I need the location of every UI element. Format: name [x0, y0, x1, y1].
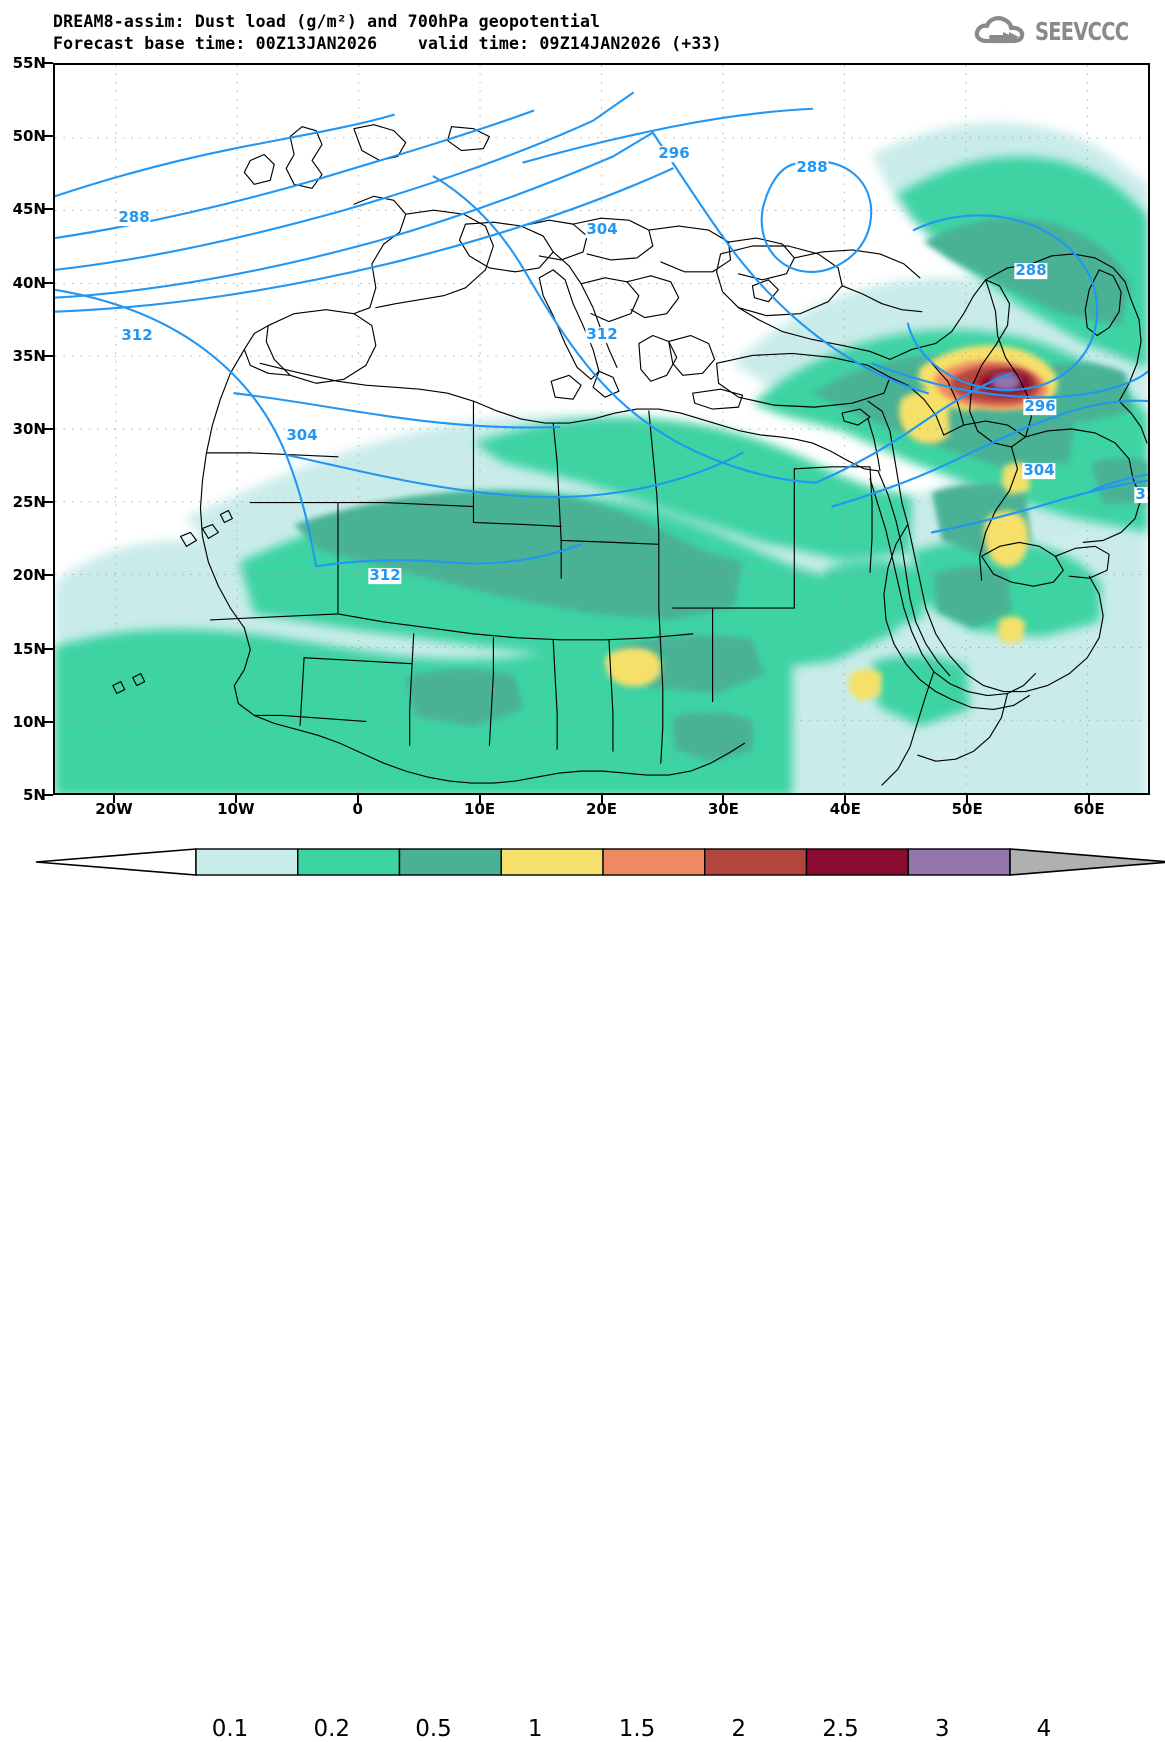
- contour-value-label: 304: [285, 426, 319, 445]
- x-axis-tick: [722, 795, 725, 803]
- colorbar-tick-label: 2: [731, 1716, 747, 1742]
- x-axis-label: 60E: [1073, 800, 1105, 818]
- y-axis-tick: [44, 62, 53, 64]
- chart-header: DREAM8-assim: Dust load (g/m²) and 700hP…: [0, 0, 1165, 60]
- y-axis-label: 25N: [12, 493, 46, 512]
- y-axis-label: 15N: [12, 639, 46, 658]
- y-axis-label: 10N: [12, 712, 46, 731]
- colorbar-swatches: [35, 848, 1165, 876]
- y-axis-label: 20N: [12, 566, 46, 585]
- colorbar[interactable]: 0.1 0.2 0.5 1 1.5 2 2.5 3 4: [0, 845, 1165, 1742]
- logo-text: SEEVCCC: [1035, 16, 1129, 46]
- colorbar-segment[interactable]: [297, 848, 401, 876]
- contour-value-label: 288: [117, 208, 151, 227]
- colorbar-tick-label: 3: [934, 1716, 950, 1742]
- x-axis-tick: [600, 795, 603, 803]
- cloud-icon: [975, 16, 1025, 44]
- geopotential-contours: [55, 91, 1148, 568]
- dust-load-map: [55, 65, 1148, 793]
- colorbar-segment[interactable]: [398, 848, 502, 876]
- colorbar-under-arrow: [35, 848, 197, 876]
- map-gridlines: [55, 65, 1148, 793]
- colorbar-segment[interactable]: [195, 848, 299, 876]
- colorbar-segment[interactable]: [907, 848, 1011, 876]
- contour-value-label: 304: [1022, 461, 1056, 480]
- y-axis-tick: [44, 794, 53, 796]
- colorbar-tick-label: 1: [527, 1716, 543, 1742]
- y-axis-tick: [44, 720, 53, 723]
- colorbar-tick-label: 0.5: [415, 1716, 452, 1742]
- colorbar-tick-label: 2.5: [822, 1716, 859, 1742]
- y-axis-tick: [44, 574, 53, 577]
- y-axis-label: 5N: [23, 786, 46, 804]
- x-axis-label: 40E: [829, 800, 861, 818]
- y-axis-tick: [44, 208, 53, 211]
- y-axis-tick: [44, 501, 53, 504]
- map-plot-area[interactable]: 288 296 288 304 312 312 288 296 304 312 304 312: [53, 63, 1150, 795]
- coastlines-and-borders: [112, 124, 1148, 786]
- x-axis-label: 0: [352, 800, 363, 818]
- x-axis-tick: [356, 795, 359, 803]
- x-axis-tick: [1088, 795, 1091, 803]
- x-axis-tick: [234, 795, 237, 803]
- x-axis-tick: [112, 795, 115, 803]
- x-axis-label: 10E: [464, 800, 496, 818]
- colorbar-segment[interactable]: [704, 848, 808, 876]
- y-axis-label: 50N: [12, 127, 46, 146]
- x-axis-label: 20W: [95, 800, 133, 818]
- contour-value-label: 296: [657, 144, 691, 163]
- contour-value-label: 288: [1014, 261, 1048, 280]
- colorbar-tick-label: 0.1: [211, 1716, 249, 1742]
- contour-value-label: 312: [120, 326, 154, 345]
- x-axis-label: 20E: [585, 800, 618, 818]
- x-axis-label: 30E: [707, 800, 739, 818]
- colorbar-tick-label: 1.5: [618, 1716, 656, 1742]
- x-axis-tick: [966, 795, 969, 803]
- colorbar-tick-label: 0.2: [313, 1716, 351, 1742]
- y-axis-tick: [44, 354, 53, 357]
- contour-value-label: 312: [1134, 486, 1148, 503]
- forecast-time-subtitle: Forecast base time: 00Z13JAN2026 valid t…: [53, 34, 722, 53]
- seevccc-logo: SEEVCCC: [973, 14, 1155, 48]
- y-axis-label: 55N: [12, 54, 46, 72]
- y-axis-label: 45N: [12, 200, 46, 219]
- colorbar-over-arrow: [1009, 848, 1165, 876]
- contour-value-label: 304: [585, 220, 619, 239]
- contour-value-label: 296: [1023, 397, 1057, 416]
- x-axis-tick: [844, 795, 847, 803]
- contour-value-label: 312: [585, 325, 619, 344]
- y-axis-tick: [44, 135, 53, 138]
- y-axis-tick: [44, 281, 53, 284]
- y-axis-label: 40N: [12, 273, 46, 292]
- x-axis-tick: [478, 795, 481, 803]
- x-axis-label: 50E: [951, 800, 983, 818]
- contour-value-label: 288: [795, 158, 829, 177]
- map-canvas: 288 296 288 304 312 312 288 296 304 312 304 312: [55, 65, 1148, 793]
- colorbar-segment[interactable]: [602, 848, 706, 876]
- y-axis-tick: [44, 428, 53, 430]
- y-axis-label: 30N: [12, 420, 46, 438]
- x-axis-label: 10W: [217, 800, 255, 818]
- colorbar-tick-label: 4: [1036, 1716, 1052, 1742]
- contour-value-label: 312: [368, 566, 402, 585]
- page-title: DREAM8-assim: Dust load (g/m²) and 700hP…: [53, 12, 601, 31]
- y-axis-tick: [44, 647, 53, 650]
- colorbar-segment[interactable]: [805, 848, 909, 876]
- y-axis-label: 35N: [12, 346, 46, 365]
- colorbar-segment[interactable]: [500, 848, 604, 876]
